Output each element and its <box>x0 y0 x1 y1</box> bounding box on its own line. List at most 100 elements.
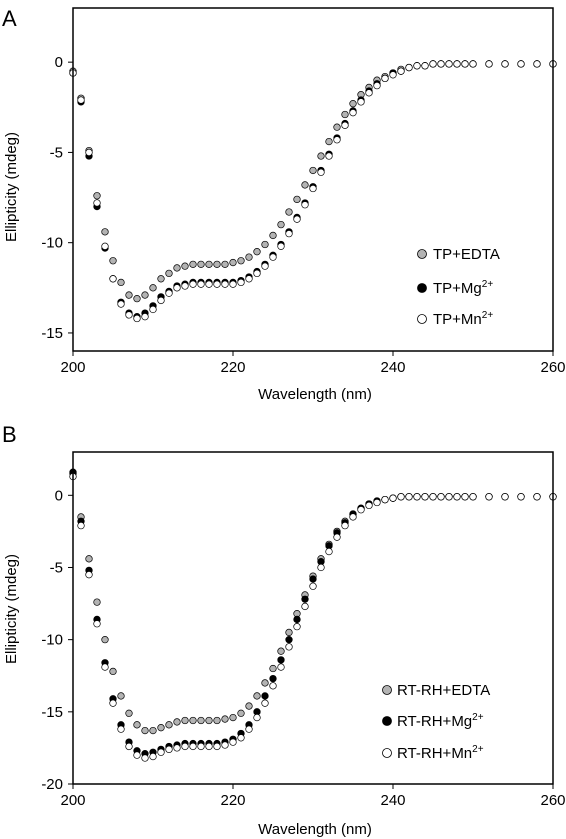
data-point <box>485 493 493 501</box>
series-tp-edta <box>69 60 557 303</box>
data-point <box>397 493 405 501</box>
data-point <box>253 713 261 722</box>
data-point <box>165 721 173 729</box>
data-point <box>309 575 317 583</box>
data-point <box>133 721 141 729</box>
data-point <box>325 152 333 160</box>
data-point <box>221 280 229 288</box>
data-point <box>437 493 445 501</box>
data-point <box>469 493 477 501</box>
data-point <box>461 60 469 68</box>
data-point <box>301 181 309 189</box>
data-point <box>229 280 237 288</box>
data-point <box>253 692 261 700</box>
data-point <box>245 702 253 710</box>
x-tick-label: 240 <box>380 359 405 376</box>
data-point <box>245 725 253 733</box>
data-point <box>293 195 301 204</box>
data-point <box>189 280 197 288</box>
data-point <box>157 748 165 756</box>
legend-marker <box>382 716 392 726</box>
data-point <box>285 643 293 651</box>
panel-a-label: A <box>2 6 17 31</box>
data-point <box>149 726 157 735</box>
panel-b-legend: RT-RH+EDTA RT-RH+Mg2+ RT-RH+Mn2+ <box>382 682 490 762</box>
panel-a-y-axis-title: Ellipticity (mdeg) <box>3 132 20 242</box>
data-point <box>101 242 109 250</box>
data-point <box>301 595 309 603</box>
panel-b: B Ellipticity (mdeg) Wavelength (nm) 200… <box>2 422 566 838</box>
data-point <box>109 257 117 265</box>
data-point <box>213 716 221 725</box>
data-point <box>277 242 285 250</box>
legend-marker <box>382 685 392 695</box>
data-point <box>133 295 141 303</box>
data-point <box>373 81 381 90</box>
data-point <box>365 501 373 510</box>
data-point <box>85 571 93 579</box>
data-point <box>125 291 133 299</box>
data-point <box>181 742 189 751</box>
data-point <box>413 493 421 501</box>
y-tick-label: 0 <box>55 54 63 71</box>
data-point <box>277 663 285 671</box>
data-point <box>501 60 509 68</box>
data-point <box>277 647 285 655</box>
data-point <box>77 521 85 530</box>
data-point <box>197 260 205 269</box>
data-point <box>117 725 125 733</box>
data-point <box>309 582 317 590</box>
data-point <box>333 123 341 131</box>
y-tick-label: -15 <box>41 325 63 342</box>
data-point <box>101 636 109 644</box>
data-point <box>205 742 213 751</box>
data-point <box>181 716 189 725</box>
panel-b-y-axis-title: Ellipticity (mdeg) <box>3 554 20 664</box>
legend-marker <box>417 249 427 259</box>
legend-item: RT-RH+Mg2+ <box>382 712 484 730</box>
data-point <box>245 253 253 261</box>
panel-a: A Ellipticity (mdeg) Wavelength (nm) 200… <box>2 6 566 403</box>
data-point <box>277 656 285 664</box>
panel-a-ticks: 200 220 240 260 0 -5 -10 -15 <box>41 54 565 376</box>
data-point <box>381 495 389 504</box>
x-tick-label: 200 <box>60 359 85 376</box>
legend-label: RT-RH+EDTA <box>397 682 490 699</box>
data-point <box>429 493 437 501</box>
data-point <box>333 533 341 541</box>
data-point <box>421 493 429 501</box>
data-point <box>149 284 157 292</box>
data-point <box>317 563 325 572</box>
series-rt-rh-mn2- <box>69 472 557 762</box>
data-point <box>93 192 101 200</box>
data-point <box>125 709 133 717</box>
data-point <box>381 74 389 83</box>
y-tick-label: -15 <box>41 704 63 721</box>
data-point <box>85 148 93 157</box>
data-point <box>453 493 461 501</box>
data-point <box>205 280 213 288</box>
legend-label: RT-RH+Mg2+ <box>397 712 484 730</box>
data-point <box>93 620 101 628</box>
data-point <box>301 602 309 611</box>
legend-label: RT-RH+Mn2+ <box>397 744 484 762</box>
data-point <box>445 60 453 68</box>
data-point <box>197 280 205 288</box>
data-point <box>93 199 101 207</box>
data-point <box>229 258 237 267</box>
data-point <box>269 674 277 683</box>
data-point <box>421 62 429 70</box>
data-point <box>213 280 221 288</box>
data-point <box>189 260 197 269</box>
data-point <box>101 663 109 671</box>
data-point <box>261 262 269 270</box>
data-point <box>453 60 461 68</box>
data-point <box>157 724 165 732</box>
legend-item: RT-RH+EDTA <box>382 682 490 699</box>
data-point <box>309 184 317 193</box>
data-point <box>269 664 277 673</box>
svg-text:Ellipticity (mdeg): Ellipticity (mdeg) <box>3 554 20 664</box>
data-point <box>165 745 173 754</box>
legend-item: TP+EDTA <box>417 246 500 263</box>
data-point <box>165 269 173 278</box>
